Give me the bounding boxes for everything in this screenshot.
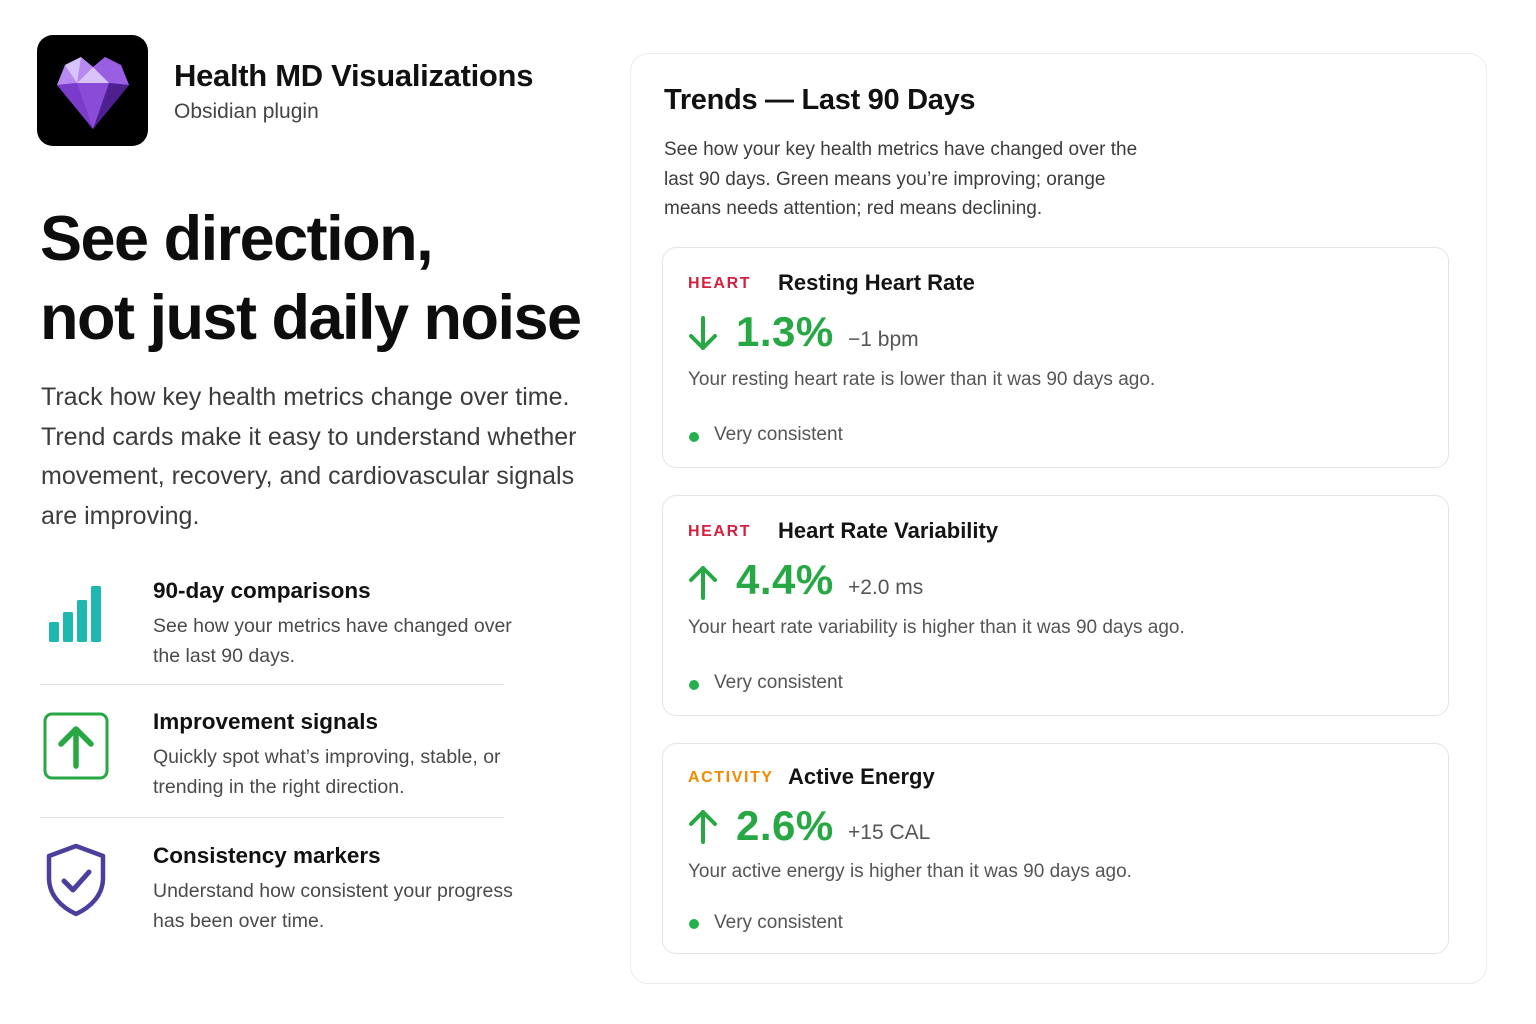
category-label: HEART bbox=[688, 275, 752, 292]
metric-name: Resting Heart Rate bbox=[778, 270, 975, 295]
trend-card-heart-rate-variability[interactable]: HEART Heart Rate Variability 4.4% +2.0 m… bbox=[662, 495, 1449, 716]
hero-lede: Track how key health metrics change over… bbox=[41, 383, 577, 530]
feature-consistency-markers: Consistency markers Understand how consi… bbox=[40, 843, 513, 943]
feature-improvement-signals: Improvement signals Quickly spot what’s … bbox=[40, 709, 504, 809]
arrow-up-box-icon bbox=[43, 712, 109, 785]
hero-headline: See direction, not just daily noise bbox=[40, 200, 582, 358]
app-title: Health MD Visualizations bbox=[174, 58, 534, 93]
category-label: ACTIVITY bbox=[688, 769, 774, 786]
headline-line-2: not just daily noise bbox=[40, 283, 582, 353]
feature-divider bbox=[40, 817, 504, 818]
feature-description: Quickly spot what’s improving, stable, o… bbox=[153, 746, 501, 798]
arrow-down-icon bbox=[687, 316, 719, 357]
consistency-dot-icon bbox=[689, 919, 699, 929]
absolute-delta: −1 bpm bbox=[848, 328, 919, 351]
purple-gem-heart-icon bbox=[56, 56, 129, 129]
bar-chart-icon bbox=[48, 584, 102, 647]
app-subtitle: Obsidian plugin bbox=[174, 100, 319, 123]
panel-title: Trends — Last 90 Days bbox=[664, 84, 976, 116]
category-label: HEART bbox=[688, 523, 752, 540]
panel-description: See how your key health metrics have cha… bbox=[664, 139, 1138, 219]
trend-card-resting-heart-rate[interactable]: HEART Resting Heart Rate 1.3% −1 bpm You… bbox=[662, 247, 1449, 468]
percent-change: 2.6% bbox=[736, 802, 834, 849]
metric-description: Your resting heart rate is lower than it… bbox=[688, 369, 1156, 390]
feature-title: Consistency markers bbox=[153, 843, 381, 868]
feature-divider bbox=[40, 684, 504, 685]
feature-description: Understand how consistent your progress … bbox=[153, 880, 513, 932]
shield-check-icon bbox=[44, 843, 108, 922]
consistency-label: Very consistent bbox=[714, 672, 843, 693]
consistency-dot-icon bbox=[689, 680, 699, 690]
consistency-dot-icon bbox=[689, 432, 699, 442]
metric-name: Active Energy bbox=[788, 764, 935, 789]
absolute-delta: +2.0 ms bbox=[848, 576, 924, 599]
app-icon bbox=[37, 35, 148, 146]
metric-description: Your heart rate variability is higher th… bbox=[688, 617, 1185, 638]
consistency-label: Very consistent bbox=[714, 424, 843, 445]
percent-change: 1.3% bbox=[736, 308, 834, 355]
metric-description: Your active energy is higher than it was… bbox=[688, 861, 1132, 882]
headline-line-1: See direction, bbox=[40, 204, 434, 274]
arrow-up-icon bbox=[687, 808, 719, 849]
feature-description: See how your metrics have changed over t… bbox=[153, 615, 512, 667]
percent-change: 4.4% bbox=[736, 556, 834, 603]
consistency-label: Very consistent bbox=[714, 912, 843, 933]
trend-card-active-energy[interactable]: ACTIVITY Active Energy 2.6% +15 CAL Your… bbox=[662, 743, 1449, 954]
metric-name: Heart Rate Variability bbox=[778, 518, 999, 543]
absolute-delta: +15 CAL bbox=[848, 821, 931, 844]
feature-90-day-comparisons: 90-day comparisons See how your metrics … bbox=[40, 578, 512, 678]
feature-title: Improvement signals bbox=[153, 709, 379, 734]
arrow-up-icon bbox=[687, 564, 719, 605]
feature-title: 90-day comparisons bbox=[153, 578, 371, 603]
